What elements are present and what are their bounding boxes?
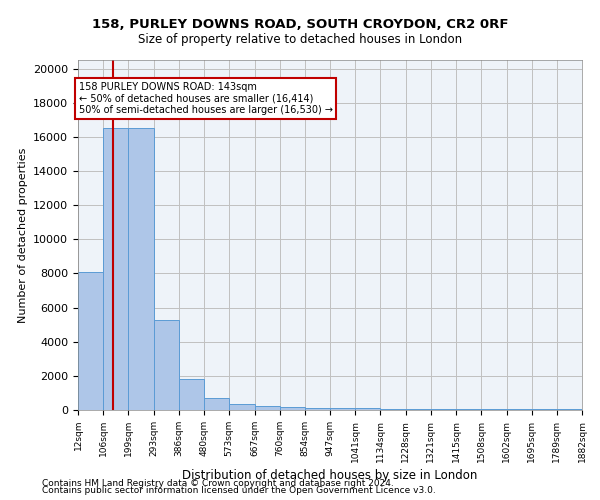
Bar [128,128,154,410]
Text: Contains public sector information licensed under the Open Government Licence v3: Contains public sector information licen… [42,486,436,495]
Bar [506,409,532,410]
Bar [305,408,330,410]
Bar [355,408,380,410]
Bar [254,406,280,410]
Bar [154,320,179,410]
Y-axis label: Number of detached properties: Number of detached properties [17,148,28,322]
Bar [431,409,456,410]
Text: Contains HM Land Registry data © Crown copyright and database right 2024.: Contains HM Land Registry data © Crown c… [42,478,394,488]
Bar [280,407,305,410]
X-axis label: Distribution of detached houses by size in London: Distribution of detached houses by size … [182,469,478,482]
Text: 158, PURLEY DOWNS ROAD, SOUTH CROYDON, CR2 0RF: 158, PURLEY DOWNS ROAD, SOUTH CROYDON, C… [92,18,508,30]
Bar [204,398,229,410]
Bar [330,408,355,410]
Bar [78,272,103,410]
Bar [229,404,254,410]
Bar [179,380,204,410]
Bar [456,409,481,410]
Text: Size of property relative to detached houses in London: Size of property relative to detached ho… [138,32,462,46]
Bar [481,409,506,410]
Text: 158 PURLEY DOWNS ROAD: 143sqm
← 50% of detached houses are smaller (16,414)
50% : 158 PURLEY DOWNS ROAD: 143sqm ← 50% of d… [79,82,332,116]
Bar [406,408,431,410]
Bar [532,409,557,410]
Bar [103,128,128,410]
Bar [380,408,406,410]
